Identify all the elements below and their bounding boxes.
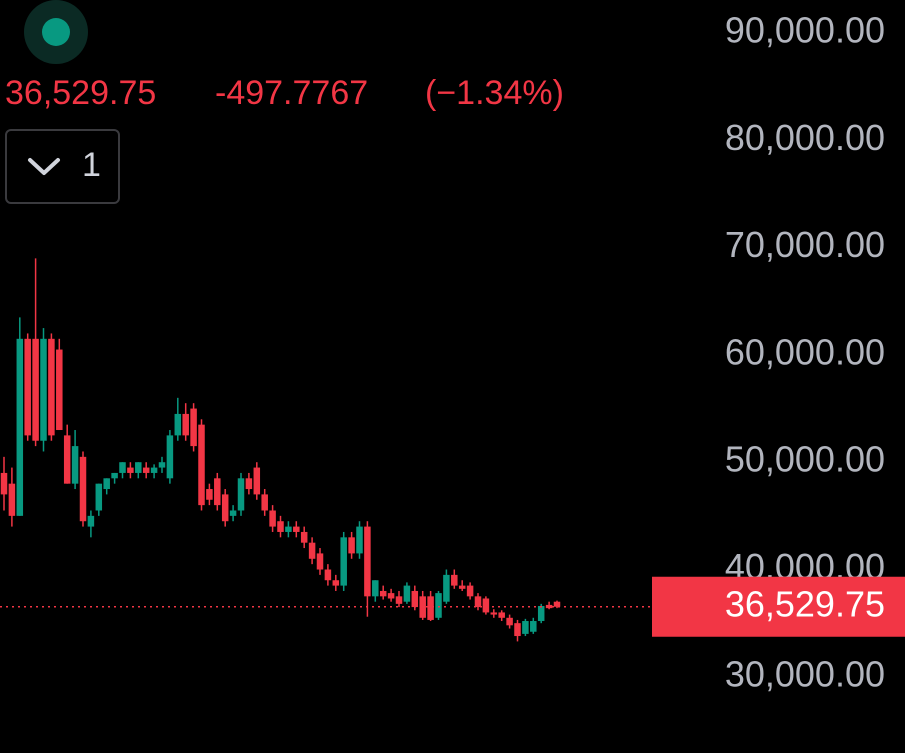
plot: 30,000.0040,000.0050,000.0060,000.0070,0… xyxy=(0,10,905,694)
candle-body xyxy=(435,593,442,618)
candle-body xyxy=(553,601,561,607)
candle-body xyxy=(142,467,150,473)
y-tick-label: 50,000.00 xyxy=(725,439,885,480)
last-price-tag xyxy=(652,576,905,637)
y-tick-label: 30,000.00 xyxy=(725,653,885,694)
candle-body xyxy=(379,590,387,597)
candle-body xyxy=(214,478,221,506)
candle-body xyxy=(16,338,24,516)
candle-body xyxy=(79,456,87,522)
candle-body xyxy=(135,462,142,473)
candle-body xyxy=(490,612,498,615)
candle-body xyxy=(308,542,316,559)
candle-body xyxy=(0,472,8,495)
candle-body xyxy=(24,338,31,436)
candle-body xyxy=(356,526,363,554)
candle-body xyxy=(458,585,466,589)
candle-body xyxy=(87,515,95,527)
candle-body xyxy=(245,478,253,490)
candle-body xyxy=(403,585,411,602)
candle-body xyxy=(419,596,426,618)
candle-body xyxy=(300,531,308,543)
candle-body xyxy=(427,596,434,620)
header-change-pct: (−1.34%) xyxy=(425,74,564,112)
candle-body xyxy=(324,569,332,581)
interval-label: 1 xyxy=(82,146,101,184)
candle-body xyxy=(190,408,197,447)
y-tick-label: 60,000.00 xyxy=(725,331,885,372)
candle-body xyxy=(443,574,450,602)
candle-body xyxy=(63,435,71,484)
candle-body xyxy=(522,621,529,634)
candle-body xyxy=(198,424,205,506)
candle-body xyxy=(95,483,103,511)
candle-body xyxy=(537,605,545,622)
candle-body xyxy=(150,467,158,473)
candle-body xyxy=(8,483,16,516)
y-tick-label: 70,000.00 xyxy=(725,224,885,265)
chevron-icon xyxy=(28,158,60,175)
candle-body xyxy=(332,580,340,586)
candle-body xyxy=(32,338,39,441)
candle-body xyxy=(269,510,276,527)
candle-body xyxy=(545,604,553,609)
candle-body xyxy=(364,526,371,597)
candle-body xyxy=(206,489,213,500)
status-dot xyxy=(24,0,88,64)
dropdown-box[interactable] xyxy=(5,129,120,204)
candle-body xyxy=(387,593,395,599)
header-change: -497.7767 xyxy=(215,74,368,112)
candle-body xyxy=(411,590,419,608)
candle-body xyxy=(221,494,229,522)
header-price: 36,529.75 xyxy=(5,74,156,112)
candle-body xyxy=(293,526,300,532)
candle-body xyxy=(482,598,490,613)
y-tick-label: 90,000.00 xyxy=(725,10,885,51)
last-price-label: 36,529.75 xyxy=(725,583,885,624)
candle-body xyxy=(372,580,379,597)
candle-body xyxy=(166,435,174,479)
candle-body xyxy=(474,596,482,608)
candle-body xyxy=(56,349,63,431)
candle-body xyxy=(71,446,79,484)
y-tick-label: 80,000.00 xyxy=(725,117,885,158)
candle-body xyxy=(174,413,182,436)
candle-body xyxy=(498,612,505,618)
candle-body xyxy=(285,526,292,532)
candle-body xyxy=(451,574,458,586)
interval-dropdown[interactable]: 1 xyxy=(5,129,120,204)
candle-body xyxy=(182,413,189,436)
candle-body xyxy=(127,467,134,473)
candle-body xyxy=(466,585,474,597)
candle-body xyxy=(253,467,261,495)
candle-body xyxy=(111,472,118,479)
candle-body xyxy=(237,478,245,511)
status-dot-core xyxy=(42,18,70,46)
candle-body xyxy=(48,338,55,436)
candle-body xyxy=(103,478,110,490)
candle-body xyxy=(340,537,347,586)
candle-body xyxy=(261,494,268,511)
candle-body xyxy=(229,510,237,516)
candle-body xyxy=(158,462,166,468)
candle-body xyxy=(395,596,403,604)
candle-body xyxy=(277,521,284,532)
candle-body xyxy=(514,623,521,637)
candle-body xyxy=(506,617,513,626)
candle-body xyxy=(530,621,537,632)
candle-body xyxy=(316,553,324,570)
candle-body xyxy=(348,537,355,554)
candle-body xyxy=(40,338,47,441)
candle-body xyxy=(119,462,126,473)
